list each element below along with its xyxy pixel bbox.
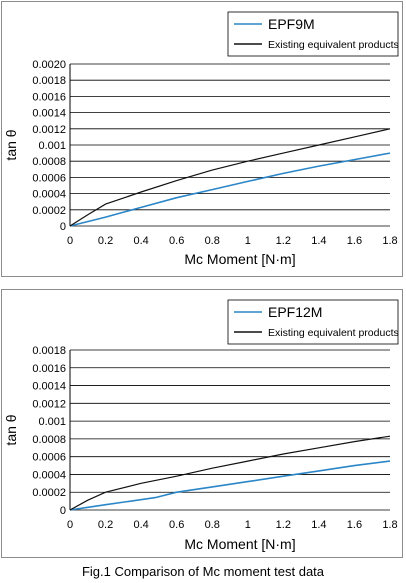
- y-tick-label: 0.0018: [32, 345, 66, 357]
- y-tick-label: 0: [60, 221, 66, 233]
- legend-box: [227, 11, 399, 57]
- y-tick-label: 0.001: [38, 416, 66, 428]
- y-tick-label: 0.0016: [32, 91, 66, 103]
- x-tick-label: 1.8: [382, 235, 397, 247]
- y-tick-label: 0.001: [38, 140, 66, 152]
- x-tick-label: 1.2: [276, 235, 291, 247]
- x-tick-label: 0.2: [98, 519, 113, 531]
- legend-label: EPF9M: [268, 16, 315, 32]
- x-tick-label: 1.6: [347, 235, 362, 247]
- y-tick-label: 0.0014: [32, 381, 66, 393]
- series-line: [69, 128, 391, 227]
- x-tick-label: 1.4: [311, 235, 326, 247]
- series-line: [69, 435, 391, 511]
- y-tick-label: 0.0014: [32, 108, 66, 120]
- y-axis-title: tan θ: [3, 129, 19, 160]
- x-axis-title: Mc Moment [N·m]: [184, 536, 295, 552]
- x-tick-label: 0.6: [169, 235, 184, 247]
- y-tick-label: 0.0008: [32, 156, 66, 168]
- x-tick-label: 1: [245, 519, 251, 531]
- x-tick-label: 0.4: [133, 519, 148, 531]
- y-tick-label: 0.0012: [32, 124, 66, 136]
- y-tick-label: 0.0002: [32, 205, 66, 217]
- chart-2: 0 0.0002 0.0004 0.0006 0.0008 0.001 0.0012 0.00…: [3, 299, 399, 552]
- series-line: [69, 460, 391, 511]
- x-tick-label: 0.2: [98, 235, 113, 247]
- legend-label: Existing equivalent products: [268, 327, 399, 339]
- chart-panel-2: 0 0.0002 0.0004 0.0006 0.0008 0.001 0.0012 0.00…: [1, 289, 403, 558]
- legend-box: [227, 299, 399, 345]
- x-tick-label: 1: [245, 235, 251, 247]
- y-tick-label: 0.0018: [32, 75, 66, 87]
- y-tick-label: 0.0006: [32, 452, 66, 464]
- y-tick-label: 0.0020: [32, 59, 66, 71]
- y-tick-label: 0.0016: [32, 363, 66, 375]
- y-tick-label: 0: [60, 505, 66, 517]
- x-tick-label: 1.8: [382, 519, 397, 531]
- x-tick-label: 1.4: [311, 519, 326, 531]
- x-axis-title: Mc Moment [N·m]: [184, 251, 295, 267]
- x-tick-label: 0.8: [205, 235, 220, 247]
- legend-label: Existing equivalent products: [268, 39, 399, 51]
- y-tick-label: 0.0006: [32, 172, 66, 184]
- series-line: [69, 152, 391, 227]
- y-tick-label: 0.0002: [32, 487, 66, 499]
- x-tick-label: 1.6: [347, 519, 362, 531]
- chart-panel-1: 0 0.0002 0.0004 0.0006 0.0008 0.001 0.0012 0.00…: [1, 1, 403, 277]
- y-tick-label: 0.0004: [32, 189, 66, 201]
- legend-label: EPF12M: [268, 304, 322, 320]
- y-tick-label: 0.0008: [32, 434, 66, 446]
- x-tick-label: 0: [67, 519, 73, 531]
- y-tick-label: 0.0012: [32, 398, 66, 410]
- x-tick-label: 0.6: [169, 519, 184, 531]
- x-tick-label: 0.4: [133, 235, 148, 247]
- y-tick-label: 0.0004: [32, 469, 66, 481]
- figure-caption: Fig.1 Comparison of Mc moment test data: [81, 564, 325, 579]
- y-axis-title: tan θ: [3, 414, 19, 445]
- chart-1: 0 0.0002 0.0004 0.0006 0.0008 0.001 0.0012 0.00…: [3, 11, 399, 267]
- x-tick-label: 1.2: [276, 519, 291, 531]
- x-tick-label: 0: [67, 235, 73, 247]
- x-tick-label: 0.8: [205, 519, 220, 531]
